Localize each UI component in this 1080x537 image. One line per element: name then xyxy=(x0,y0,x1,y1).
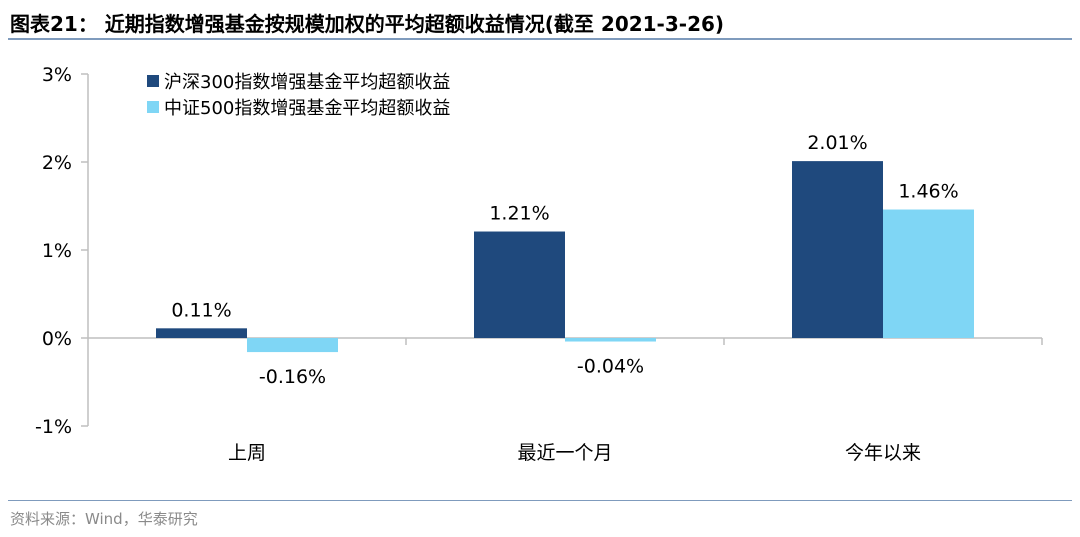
legend-swatch-2 xyxy=(147,101,159,113)
y-tick-label: 0% xyxy=(42,328,72,350)
y-tick-label: 1% xyxy=(42,240,72,262)
data-label: 1.21% xyxy=(489,203,549,225)
data-label: -0.04% xyxy=(577,356,644,378)
source-divider xyxy=(8,500,1072,501)
bar-2 xyxy=(883,209,974,338)
bar-1 xyxy=(792,161,883,338)
legend-swatch-1 xyxy=(147,75,159,87)
bar-1 xyxy=(474,231,565,338)
x-category-label: 今年以来 xyxy=(845,442,921,464)
chart-title: 图表21： 近期指数增强基金按规模加权的平均超额收益情况(截至 2021-3-2… xyxy=(10,12,725,36)
title-divider xyxy=(8,38,1072,40)
y-tick-label: 2% xyxy=(42,152,72,174)
y-tick-label: -1% xyxy=(35,416,72,438)
data-label: -0.16% xyxy=(259,366,326,388)
bar-2 xyxy=(565,338,656,342)
x-category-label: 上周 xyxy=(228,442,266,464)
bar-1 xyxy=(156,328,247,338)
source-note: 资料来源：Wind，华泰研究 xyxy=(10,510,198,528)
legend-label: 中证500指数增强基金平均超额收益 xyxy=(164,98,450,119)
x-category-label: 最近一个月 xyxy=(517,442,612,464)
legend-label: 沪深300指数增强基金平均超额收益 xyxy=(164,72,450,93)
y-tick-label: 3% xyxy=(42,64,72,86)
data-label: 1.46% xyxy=(898,181,958,203)
data-label: 0.11% xyxy=(171,299,231,321)
bar-2 xyxy=(247,338,338,353)
data-label: 2.01% xyxy=(807,132,867,154)
